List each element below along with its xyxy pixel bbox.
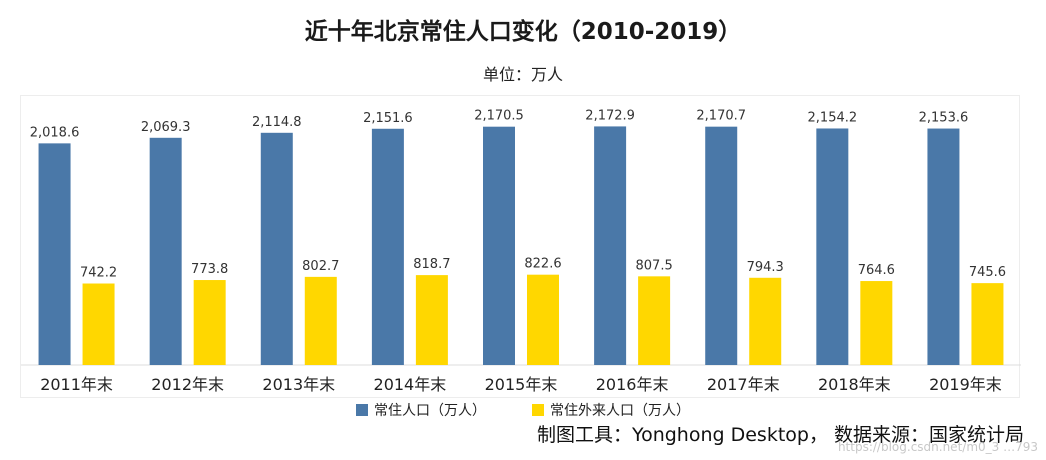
data-label-migrant-4: 822.6 — [524, 257, 561, 272]
x-tick-label-0: 2011年末 — [40, 375, 113, 394]
data-label-resident-0: 2,018.6 — [30, 125, 80, 140]
data-label-resident-3: 2,151.6 — [363, 111, 413, 126]
data-label-migrant-5: 807.5 — [636, 258, 673, 273]
data-label-resident-4: 2,170.5 — [474, 109, 524, 124]
bar-resident-6[interactable] — [705, 126, 738, 365]
bar-migrant-1[interactable] — [193, 280, 226, 365]
x-tick-label-7: 2018年末 — [818, 375, 891, 394]
chart-subtitle: 单位：万人 — [482, 65, 563, 84]
data-label-resident-7: 2,154.2 — [808, 110, 858, 125]
data-label-resident-5: 2,172.9 — [585, 108, 635, 123]
bar-migrant-3[interactable] — [415, 275, 448, 365]
x-tick-label-4: 2015年末 — [485, 375, 558, 394]
x-tick-label-2: 2013年末 — [262, 375, 335, 394]
bar-resident-7[interactable] — [816, 128, 849, 365]
bar-resident-8[interactable] — [927, 128, 960, 365]
data-label-migrant-1: 773.8 — [191, 262, 228, 277]
bar-migrant-6[interactable] — [749, 277, 782, 365]
bar-chart: 2,018.6 742.2 2011年末 2,069.3 773.8 2012年末 2,11… — [21, 108, 1021, 394]
bar-resident-3[interactable] — [371, 128, 404, 365]
bar-migrant-5[interactable] — [638, 276, 671, 365]
bar-migrant-4[interactable] — [527, 274, 559, 365]
bar-migrant-7[interactable] — [860, 281, 893, 365]
bar-migrant-0[interactable] — [82, 283, 115, 365]
data-label-migrant-8: 745.6 — [969, 265, 1006, 280]
legend-item-resident[interactable]: 常住人口（万人） — [356, 400, 486, 420]
data-label-resident-2: 2,114.8 — [252, 115, 302, 130]
plot-area: 2,018.6 742.2 2011年末 2,069.3 773.8 2012年末 2,11… — [20, 95, 1021, 398]
data-label-migrant-0: 742.2 — [80, 266, 117, 281]
bar-migrant-2[interactable] — [304, 276, 337, 365]
data-label-migrant-3: 818.7 — [413, 257, 450, 272]
x-tick-label-3: 2014年末 — [374, 375, 447, 394]
legend-label-resident: 常住人口（万人） — [374, 403, 486, 419]
x-tick-label-8: 2019年末 — [929, 375, 1002, 394]
legend-item-migrant[interactable]: 常住外来人口（万人） — [532, 400, 690, 420]
bar-resident-5[interactable] — [594, 126, 627, 366]
legend-label-migrant: 常住外来人口（万人） — [550, 403, 690, 419]
bar-resident-1[interactable] — [149, 137, 182, 365]
data-label-resident-6: 2,170.7 — [696, 109, 746, 124]
data-label-migrant-7: 764.6 — [858, 263, 895, 278]
x-tick-label-1: 2012年末 — [151, 375, 224, 394]
bar-migrant-8[interactable] — [971, 283, 1004, 365]
data-label-migrant-6: 794.3 — [747, 260, 784, 275]
legend-swatch-migrant — [532, 404, 544, 416]
data-label-migrant-2: 802.7 — [302, 259, 339, 274]
bar-resident-4[interactable] — [483, 126, 515, 365]
source-footer: 制图工具：Yonghong Desktop， 数据来源：国家统计局 — [536, 424, 1024, 446]
legend: 常住人口（万人） 常住外来人口（万人） — [0, 400, 1046, 420]
x-tick-label-6: 2017年末 — [707, 375, 780, 394]
bar-resident-2[interactable] — [260, 132, 293, 365]
x-tick-label-5: 2016年末 — [596, 375, 669, 394]
bar-resident-0[interactable] — [38, 143, 71, 365]
data-label-resident-8: 2,153.6 — [919, 111, 969, 126]
data-label-resident-1: 2,069.3 — [141, 120, 191, 135]
legend-swatch-resident — [356, 404, 368, 416]
chart-title: 近十年北京常住人口变化（2010-2019） — [304, 19, 742, 45]
watermark: https://blog.csdn.net/m0_3 …793 — [837, 440, 1038, 454]
